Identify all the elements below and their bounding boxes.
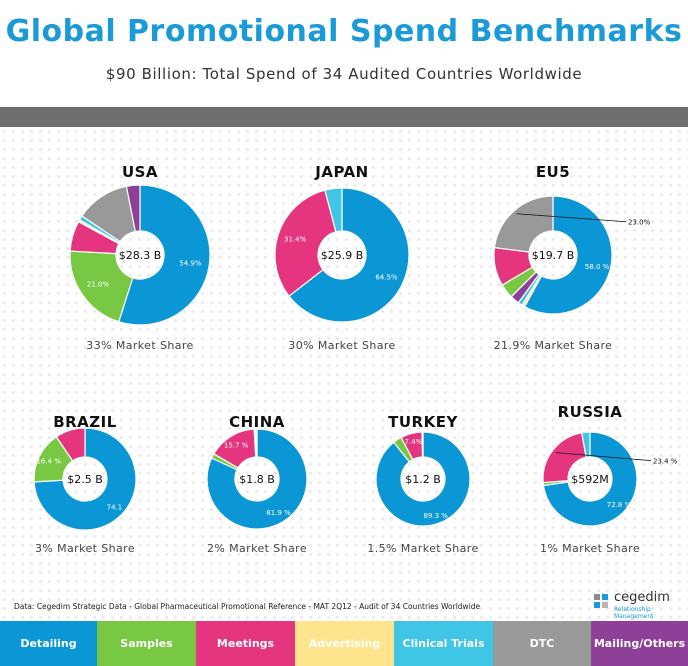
value-label: 81.9 %	[266, 509, 291, 517]
value-label: 31.4%	[284, 236, 307, 244]
slice-clinical-trials	[581, 431, 591, 459]
slice-detailing	[375, 431, 471, 527]
slice-clinical-trials	[421, 431, 424, 458]
country-title: JAPAN	[314, 163, 368, 181]
center-total-label: $592M	[571, 473, 609, 486]
slice-detailing	[206, 428, 308, 530]
center-total-label: $2.5 B	[67, 473, 103, 486]
logo-square-icon	[602, 594, 608, 600]
value-label: 21.0%	[87, 280, 110, 288]
source-note: Data: Cegedim Strategic Data - Global Ph…	[14, 602, 481, 611]
market-share-label: 30% Market Share	[288, 339, 395, 352]
country-title: BRAZIL	[53, 413, 117, 431]
center-total-label: $1.8 B	[239, 473, 275, 486]
center-total-label: $28.3 B	[119, 249, 162, 262]
slice-detailing	[288, 187, 410, 323]
slice-detailing	[118, 184, 211, 326]
logo-square-icon	[594, 594, 600, 600]
country-title: USA	[122, 163, 158, 181]
market-share-label: 1.5% Market Share	[367, 542, 478, 555]
slice-detailing	[523, 195, 613, 315]
slice-detailing	[542, 431, 638, 527]
legend-item-dtc: DTC	[493, 621, 591, 666]
value-label: 16.4 %	[36, 458, 61, 466]
center-total-label: $19.7 B	[532, 249, 575, 262]
slice-clinical-trials	[324, 187, 343, 233]
value-label: 7.4%	[405, 438, 423, 446]
page-subtitle: $90 Billion: Total Spend of 34 Audited C…	[105, 65, 583, 83]
legend-item-detailing: Detailing	[0, 621, 97, 666]
slice-samples	[69, 250, 134, 323]
legend-item-clinical-trials: Clinical Trials	[394, 621, 493, 666]
country-title: RUSSIA	[558, 403, 623, 421]
value-label: 72.8 %	[607, 501, 632, 509]
chart-turkey: 89.3 % 7.4% $1.2 B TURKEY 1.5% Market Share	[367, 413, 478, 555]
logo-tagline: Relationship Management	[614, 606, 654, 620]
logo-square-icon	[602, 602, 608, 608]
slice-meetings	[55, 427, 86, 462]
value-label: 64.5%	[375, 273, 398, 281]
legend-item-meetings: Meetings	[196, 621, 295, 666]
legend-item-mailing-others: Mailing/Others	[591, 621, 688, 666]
cegedim-logo: cegedim Relationship Management	[592, 590, 684, 620]
market-share-label: 21.9% Market Share	[494, 339, 613, 352]
slice-dtc	[493, 195, 554, 253]
slice-meetings	[274, 189, 337, 297]
value-label: 23.0%	[628, 219, 651, 227]
legend-item-samples: Samples	[97, 621, 196, 666]
center-total-label: $1.2 B	[405, 473, 441, 486]
chart-china: 81.9 % 15.7 % $1.8 B CHINA 2% Market Share	[206, 413, 308, 555]
slice-dtc	[255, 428, 258, 458]
header-divider-bar	[0, 107, 688, 127]
market-share-label: 2% Market Share	[207, 542, 307, 555]
legend-item-advertising: Advertising	[295, 621, 394, 666]
chart-japan: 64.5% 31.4% $25.9 B JAPAN 30% Market Share	[274, 163, 410, 352]
slice-mailing-others	[125, 184, 141, 233]
center-total-label: $25.9 B	[321, 249, 364, 262]
market-share-label: 33% Market Share	[86, 339, 193, 352]
charts-panel: 54.9% 21.0% $28.3 B USA 33% Market Share 64.5…	[0, 127, 688, 621]
logo-square-icon	[594, 602, 600, 608]
leader-line	[516, 213, 627, 223]
market-share-label: 3% Market Share	[35, 542, 135, 555]
legend-bar: Detailing Samples Meetings Advertising Clini…	[0, 621, 688, 666]
chart-eu5: 58.0 % 23.0% $19.7 B EU5 21.9% Market Share	[493, 163, 651, 352]
market-share-label: 1% Market Share	[540, 542, 640, 555]
page-title: Global Promotional Spend Benchmarks	[5, 14, 683, 49]
country-title: CHINA	[229, 413, 285, 431]
leader-line	[555, 452, 652, 462]
slice-detailing	[33, 427, 137, 531]
value-label: 58.0 %	[585, 263, 610, 271]
value-label: 15.7 %	[224, 441, 249, 449]
country-title: TURKEY	[388, 413, 458, 431]
country-title: EU5	[536, 163, 570, 181]
donut-charts: 54.9% 21.0% $28.3 B USA 33% Market Share 64.5…	[33, 163, 678, 555]
chart-usa: 54.9% 21.0% $28.3 B USA 33% Market Share	[69, 163, 211, 352]
value-label: 54.9%	[179, 259, 202, 267]
value-label: 89.3 %	[423, 512, 448, 520]
chart-brazil: 74.1 16.4 % $2.5 B BRAZIL 3% Market Share	[33, 413, 137, 555]
logo-name: cegedim	[614, 590, 670, 605]
value-label: 74.1	[107, 503, 123, 511]
value-label: 23.4 %	[653, 458, 678, 466]
chart-russia: 72.8 % 23.4 % $592M RUSSIA 1% Market Share	[540, 403, 678, 555]
